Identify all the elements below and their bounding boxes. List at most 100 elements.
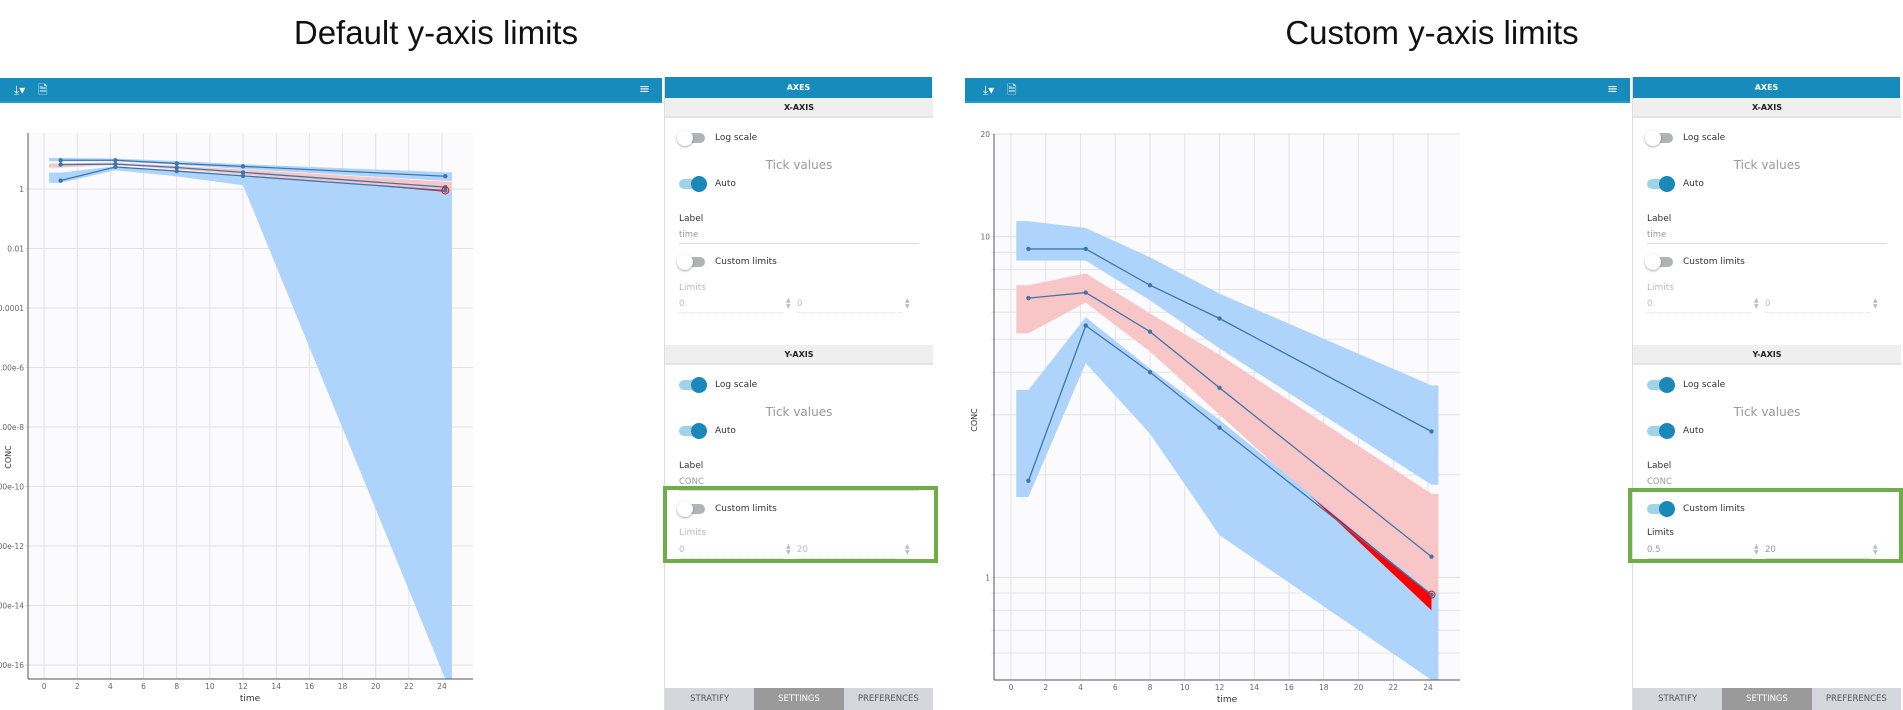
plot-toolbar: ⤓▾ 🗎 ≡ [965, 78, 1630, 103]
y-log-scale-toggle[interactable]: Log scale [679, 377, 758, 393]
y-custom-limits-toggle[interactable]: Custom limits [677, 501, 777, 517]
x-limit-max-input[interactable]: 0 [1765, 299, 1870, 313]
toggle-switch[interactable] [679, 423, 707, 439]
toggle-label: Auto [715, 179, 736, 189]
x-tick-label: 6 [141, 682, 146, 691]
toggle-switch[interactable] [677, 501, 705, 517]
x-tick-label: 6 [1113, 683, 1118, 692]
tab-settings[interactable]: SETTINGS [754, 688, 844, 710]
x-tick-label: 24 [1423, 683, 1433, 692]
toggle-switch[interactable] [1645, 254, 1673, 270]
toggle-switch[interactable] [1647, 501, 1675, 517]
spinner-arrows-icon[interactable]: ▲ ▼ [1754, 543, 1759, 556]
x-custom-limits-toggle[interactable]: Custom limits [1645, 254, 1745, 270]
y-axis-section-header: Y-AXIS [665, 345, 933, 365]
hamburger-menu-icon[interactable]: ≡ [639, 82, 650, 97]
toggle-switch[interactable] [679, 377, 707, 393]
sidebar-tabs: STRATIFY SETTINGS PREFERENCES [1633, 688, 1901, 710]
y-tick-values-heading: Tick values [1733, 405, 1801, 419]
toggle-switch[interactable] [1647, 176, 1675, 192]
x-tick-label: 0 [42, 682, 47, 691]
y-limit-min-input[interactable]: 0 [679, 545, 784, 559]
toggle-label: Custom limits [715, 257, 777, 267]
toggle-switch[interactable] [1647, 377, 1675, 393]
x-tick-label: 24 [437, 682, 447, 691]
spinner-arrows-icon[interactable]: ▲ ▼ [905, 543, 910, 556]
x-label-input[interactable]: time [679, 230, 919, 244]
tab-preferences[interactable]: PREFERENCES [843, 688, 933, 710]
toggle-switch[interactable] [679, 176, 707, 192]
download-icon[interactable]: ⤓▾ [14, 83, 26, 97]
toggle-label: Log scale [715, 380, 758, 390]
word-document-icon[interactable]: 🗎 [1007, 83, 1017, 97]
tab-stratify[interactable]: STRATIFY [1633, 688, 1723, 710]
toggle-switch[interactable] [1645, 130, 1673, 146]
y-limit-max-input[interactable]: 20 [797, 545, 902, 559]
toggle-switch[interactable] [677, 130, 705, 146]
download-icon[interactable]: ⤓▾ [983, 83, 995, 97]
tab-settings[interactable]: SETTINGS [1722, 688, 1812, 710]
x-axis-title: time [1217, 695, 1238, 705]
x-label-input[interactable]: time [1647, 230, 1887, 244]
x-tick-label: 12 [1215, 683, 1225, 692]
toggle-label: Auto [1683, 426, 1704, 436]
y-log-scale-toggle[interactable]: Log scale [1647, 377, 1726, 393]
toggle-switch[interactable] [677, 254, 705, 270]
tab-preferences[interactable]: PREFERENCES [1811, 688, 1901, 710]
title-default-limits: Default y-axis limits [293, 14, 579, 51]
y-limit-max-input[interactable]: 20 [1765, 545, 1870, 559]
spinner-arrows-icon[interactable]: ▲ ▼ [786, 297, 791, 310]
y-axis-title: CONC [970, 408, 979, 432]
x-tick-label: 10 [205, 682, 215, 691]
spinner-arrows-icon[interactable]: ▲ ▼ [1873, 297, 1878, 310]
x-tick-values-heading: Tick values [765, 158, 833, 172]
y-tick-label: 1.00e-16 [0, 661, 24, 670]
toggle-switch[interactable] [1647, 423, 1675, 439]
y-label-input[interactable]: CONC [679, 477, 919, 491]
x-tick-label: 4 [1078, 683, 1083, 692]
y-limit-min-input[interactable]: 0.5 [1647, 545, 1752, 559]
x-tick-values-heading: Tick values [1733, 158, 1801, 172]
hamburger-menu-icon[interactable]: ≡ [1607, 82, 1618, 97]
tab-stratify[interactable]: STRATIFY [665, 688, 755, 710]
y-custom-limits-toggle[interactable]: Custom limits [1647, 501, 1745, 517]
x-auto-ticks-toggle[interactable]: Auto [1647, 176, 1704, 192]
y-tick-values-heading: Tick values [765, 405, 833, 419]
x-axis-section-header: X-AXIS [1633, 98, 1901, 118]
highlight-box [1628, 488, 1903, 563]
spinner-arrows-icon[interactable]: ▲ ▼ [905, 297, 910, 310]
spinner-arrows-icon[interactable]: ▲ ▼ [1873, 543, 1878, 556]
y-auto-ticks-toggle[interactable]: Auto [679, 423, 736, 439]
plot-area [994, 134, 1460, 680]
toggle-label: Log scale [1683, 133, 1726, 143]
x-custom-limits-toggle[interactable]: Custom limits [677, 254, 777, 270]
y-tick-label: 1 [19, 185, 24, 194]
x-limit-max-input[interactable]: 0 [797, 299, 902, 313]
x-tick-label: 20 [1354, 683, 1364, 692]
y-auto-ticks-toggle[interactable]: Auto [1647, 423, 1704, 439]
x-tick-label: 22 [404, 682, 414, 691]
y-tick-label: 0.0001 [0, 304, 24, 313]
spinner-arrows-icon[interactable]: ▲ ▼ [1754, 297, 1759, 310]
y-tick-label: 20 [980, 130, 990, 139]
y-limits-title: Limits [679, 528, 706, 538]
title-custom-limits: Custom y-axis limits [1285, 14, 1579, 51]
x-limit-min-input[interactable]: 0 [1647, 299, 1752, 313]
x-limit-min-input[interactable]: 0 [679, 299, 784, 313]
toggle-label: Auto [715, 426, 736, 436]
x-auto-ticks-toggle[interactable]: Auto [679, 176, 736, 192]
x-tick-label: 18 [1319, 683, 1329, 692]
y-label-title: Label [1647, 461, 1672, 471]
toggle-label: Custom limits [1683, 257, 1745, 267]
word-document-icon[interactable]: 🗎 [38, 83, 48, 97]
x-log-scale-toggle[interactable]: Log scale [1645, 130, 1726, 146]
spinner-arrows-icon[interactable]: ▲ ▼ [786, 543, 791, 556]
x-limits-title: Limits [1647, 283, 1674, 293]
x-tick-label: 18 [338, 682, 348, 691]
plot-toolbar: ⤓▾ 🗎 ≡ [0, 78, 662, 103]
x-label-title: Label [679, 214, 704, 224]
toggle-label: Log scale [1683, 380, 1726, 390]
x-tick-label: 12 [238, 682, 248, 691]
x-log-scale-toggle[interactable]: Log scale [677, 130, 757, 146]
plot-area [28, 133, 473, 679]
